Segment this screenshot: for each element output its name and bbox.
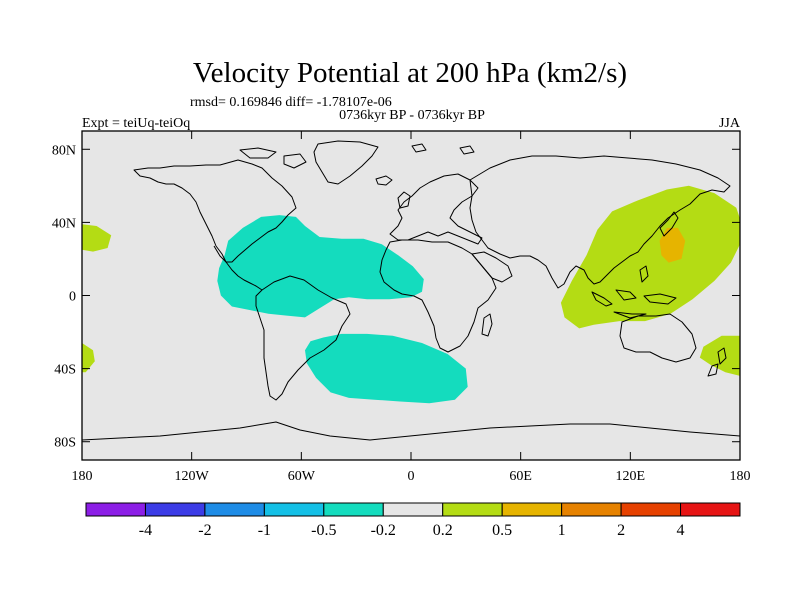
coastline-madagascar: [481, 313, 493, 337]
coastline-central-america: [213, 245, 263, 291]
coastline-maritime-continent: [591, 265, 677, 319]
colorbar-label: -4: [139, 522, 152, 539]
contour-region-negative-caribbean-atlantic: [217, 215, 424, 318]
colorbar-box: [85, 502, 146, 517]
coastline-greenland: [313, 140, 379, 185]
colorbar-label: -1: [258, 522, 271, 539]
colorbar-label: 1: [558, 522, 566, 539]
colorbar-label: -0.2: [371, 522, 396, 539]
contour-region-positive-east-asia-core: [659, 227, 686, 263]
colorbar-box: [144, 502, 206, 517]
map-panel: [81, 130, 741, 461]
coastline-iceland: [375, 175, 393, 186]
contour-fill-layer: [82, 185, 740, 404]
colorbar-box: [442, 502, 503, 517]
coastline-asia: [469, 155, 731, 289]
y-tick-label: 0: [69, 290, 76, 305]
x-tick-label: 180: [730, 469, 751, 484]
contour-region-positive-west-pacific: [560, 185, 740, 329]
coastline-arctic-islands: [239, 143, 475, 169]
colorbar-label: 4: [677, 522, 685, 539]
period-label: 0736kyr BP - 0736kyr BP: [339, 108, 485, 123]
season-label: JJA: [719, 116, 741, 131]
coastline-antarctica: [82, 421, 740, 441]
x-tick-label: 0: [408, 469, 415, 484]
x-tick-label: 120W: [175, 469, 210, 484]
contour-region-negative-south-atlantic: [305, 333, 468, 404]
x-tick-label: 60E: [509, 469, 532, 484]
colorbar-box: [204, 502, 265, 517]
x-tick-label: 180: [72, 469, 93, 484]
contour-region-positive-southwest-pacific: [699, 335, 740, 376]
chart-title: Velocity Potential at 200 hPa (km2/s): [193, 57, 627, 89]
coastline-north-america: [133, 159, 297, 263]
coastline-south-america: [255, 275, 351, 401]
colorbar-label: -2: [198, 522, 211, 539]
colorbar-box: [323, 502, 384, 517]
x-tick-label: 60W: [288, 469, 316, 484]
experiment-label: Expt = teiUq-teiOq: [82, 116, 190, 131]
stats-text: rmsd= 0.169846 diff= -1.78107e-06: [190, 95, 392, 110]
colorbar-label: 0.5: [492, 522, 512, 539]
colorbar-box: [561, 502, 622, 517]
coastline-arabia: [471, 251, 513, 283]
x-tick-label: 120E: [616, 469, 646, 484]
colorbar-label: 2: [617, 522, 625, 539]
colorbar-box: [263, 502, 325, 517]
y-tick-label: 40N: [52, 216, 76, 231]
coastline-british-isles: [397, 191, 411, 209]
coastline-australia: [619, 313, 697, 363]
y-axis: 80N 40N 0 40S 80S: [52, 143, 740, 451]
colorbar-box: [620, 502, 682, 517]
colorbar-box: [501, 502, 563, 517]
contour-region-positive-east-pacific-south: [82, 343, 95, 373]
y-tick-label: 80N: [52, 143, 76, 158]
y-tick-label: 40S: [54, 363, 76, 378]
coastline-africa: [379, 239, 497, 353]
coastlines: [82, 140, 740, 441]
colorbar-label: 0.2: [433, 522, 453, 539]
coastline-japan: [659, 211, 679, 237]
coastline-new-zealand: [707, 347, 727, 377]
colorbar-box: [382, 502, 444, 517]
colorbar-label: -0.5: [311, 522, 336, 539]
x-axis: 180 120W 60W 0 60E 120E 180: [72, 131, 751, 484]
y-tick-label: 80S: [54, 436, 76, 451]
colorbar-box: [680, 502, 741, 517]
contour-region-positive-east-pacific-north: [82, 224, 112, 252]
colorbar: -4 -2 -1 -0.5 -0.2 0.2 0.5 1 2 4: [85, 502, 741, 539]
